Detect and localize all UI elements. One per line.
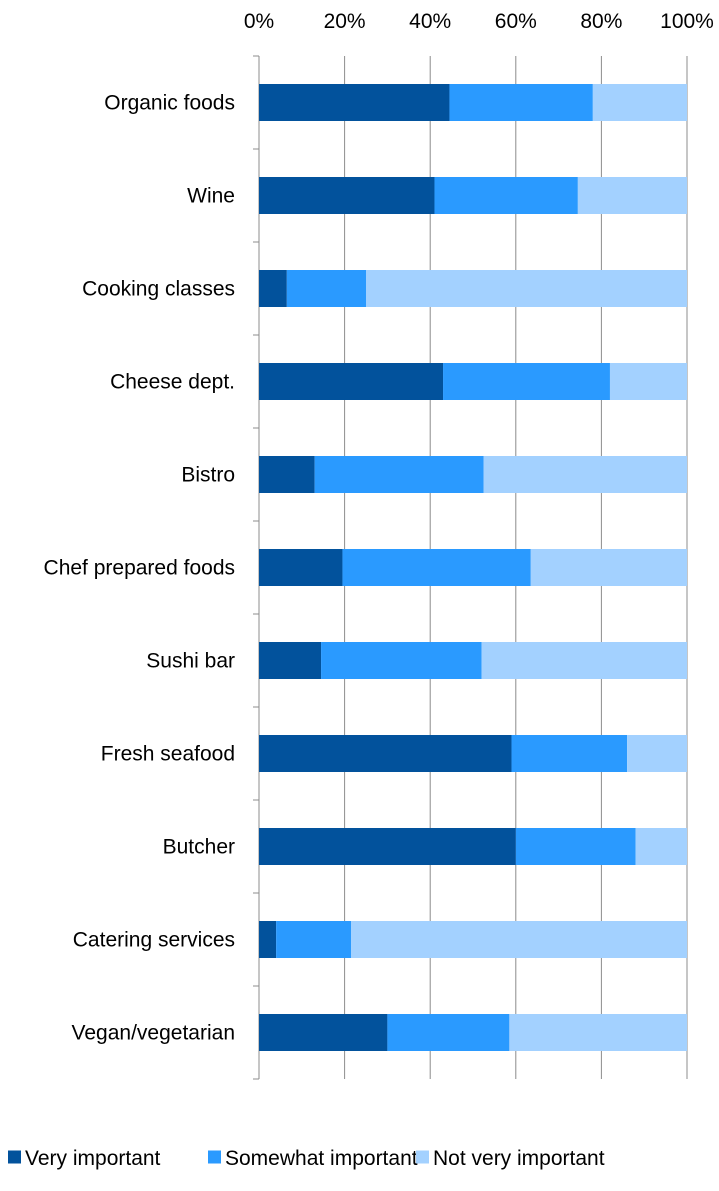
category-label: Wine (187, 185, 235, 208)
y-axis (253, 55, 260, 1080)
bar-segment (530, 549, 687, 586)
x-tick-label: 20% (324, 10, 366, 33)
legend: Very important Somewhat important Not very… (8, 1147, 605, 1170)
bar-segment (286, 270, 366, 307)
category-label: Organic foods (104, 92, 235, 115)
bar-segment (577, 177, 687, 214)
bar-segment (259, 177, 435, 214)
x-tick-label: 0% (244, 10, 274, 33)
bar-segment (259, 456, 315, 493)
bars (259, 84, 687, 1051)
category-label: Cooking classes (82, 278, 235, 301)
bar-segment (481, 642, 687, 679)
bar-segment (314, 456, 484, 493)
legend-label: Not very important (433, 1147, 605, 1170)
x-tick-label: 100% (660, 10, 714, 33)
bar-segment (434, 177, 578, 214)
bar-segment (276, 921, 352, 958)
bar-segment (259, 363, 444, 400)
legend-swatch (208, 1150, 221, 1164)
bar-segment (259, 549, 343, 586)
bar-segment (321, 642, 482, 679)
legend-swatch (8, 1150, 21, 1164)
bar-segment (515, 828, 636, 865)
bar-segment (259, 735, 512, 772)
category-label: Cheese dept. (110, 371, 235, 394)
bar-segment (259, 84, 450, 121)
bar-segment (259, 921, 277, 958)
bar-segment (259, 1014, 388, 1051)
x-tick-label: 80% (580, 10, 622, 33)
bar-segment (259, 270, 287, 307)
category-label: Bistro (181, 464, 235, 487)
category-label: Catering services (73, 929, 235, 952)
bar-segment (366, 270, 687, 307)
legend-label: Very important (25, 1147, 161, 1170)
bar-segment (259, 828, 516, 865)
bar-segment (449, 84, 593, 121)
category-labels: Organic foods Wine Cooking classes Cheese d… (44, 92, 235, 1045)
category-label: Fresh seafood (101, 743, 235, 766)
category-label: Butcher (163, 836, 235, 859)
bar-segment (509, 1014, 687, 1051)
bar-segment (592, 84, 687, 121)
bar-segment (627, 735, 687, 772)
legend-swatch (416, 1150, 429, 1164)
legend-label: Somewhat important (225, 1147, 418, 1170)
x-tick-label: 60% (495, 10, 537, 33)
category-label: Chef prepared foods (44, 557, 235, 580)
bar-segment (443, 363, 610, 400)
bar-segment (342, 549, 531, 586)
bar-segment (387, 1014, 510, 1051)
x-axis-tick-labels: 0% 20% 40% 60% 80% 100% (244, 10, 714, 33)
bar-segment (351, 921, 687, 958)
bar-segment (635, 828, 687, 865)
category-label: Vegan/vegetarian (72, 1022, 235, 1045)
x-tick-label: 40% (409, 10, 451, 33)
bar-segment (483, 456, 687, 493)
bar-segment (259, 642, 322, 679)
bar-segment (609, 363, 687, 400)
bar-segment (511, 735, 628, 772)
category-label: Sushi bar (146, 650, 235, 673)
